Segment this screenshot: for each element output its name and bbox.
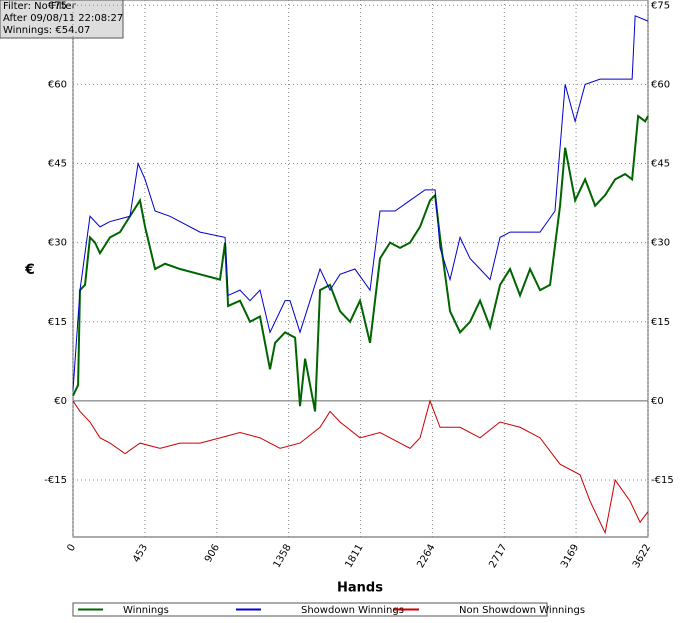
y-tick-label: €60	[48, 79, 67, 90]
y-tick-label: €15	[651, 317, 670, 328]
y-tick-label: €0	[651, 396, 664, 407]
x-tick-label: 1358	[272, 543, 294, 571]
legend	[72, 602, 548, 617]
legend-label: Showdown Winnings	[301, 605, 404, 616]
x-tick-label: 2717	[487, 543, 509, 571]
y-tick-label: €45	[651, 159, 670, 170]
series-line	[72, 399, 649, 535]
info-box	[0, 0, 124, 39]
y-tick-label: €60	[651, 79, 670, 90]
x-tick-label: 3169	[559, 543, 581, 571]
y-axis-label: €	[24, 262, 35, 278]
x-tick-label: 1811	[343, 543, 365, 571]
y-tick-label: €45	[48, 159, 67, 170]
y-tick-label: €75	[48, 0, 67, 11]
y-tick-label: €30	[651, 238, 670, 249]
y-tick-label: €15	[48, 317, 67, 328]
y-tick-label: €30	[48, 238, 67, 249]
x-tick-label: 2264	[415, 543, 437, 571]
x-tick-label: 0	[65, 543, 78, 554]
legend-label: Non Showdown Winnings	[459, 605, 585, 616]
info-line: After 09/08/11 22:08:27	[3, 13, 123, 24]
info-line: Winnings: €54.07	[3, 25, 90, 36]
y-tick-label: €0	[54, 396, 67, 407]
y-tick-label: -€15	[651, 475, 674, 486]
y-tick-label: €75	[651, 0, 670, 11]
y-tick-label: -€15	[44, 475, 67, 486]
x-axis-label: Hands	[337, 581, 383, 596]
info-line: Filter: No Filter	[3, 1, 77, 12]
x-tick-label: 3622	[631, 543, 653, 571]
series-line	[72, 114, 649, 412]
x-tick-label: 453	[131, 543, 150, 565]
x-tick-label: 906	[203, 543, 222, 565]
legend-label: Winnings	[123, 605, 169, 616]
series-line	[72, 15, 649, 391]
